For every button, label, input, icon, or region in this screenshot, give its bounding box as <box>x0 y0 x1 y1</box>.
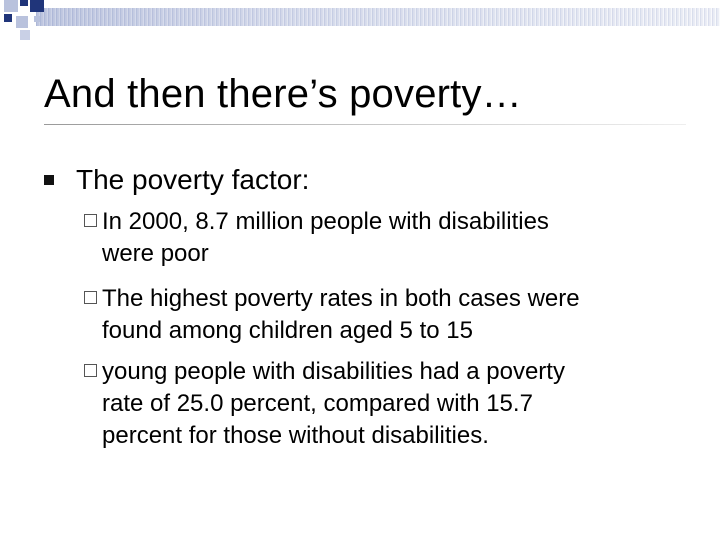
sub-bullet-line: rate of 25.0 percent, compared with 15.7 <box>102 390 533 417</box>
header-decoration <box>36 8 720 26</box>
hollow-square-bullet-icon <box>84 364 97 377</box>
slide-title: And then there’s poverty… <box>44 72 522 116</box>
hollow-square-bullet-icon <box>84 214 97 227</box>
sub-bullet-text: The highest poverty rates in both cases … <box>102 283 672 347</box>
sub-bullet-line: In 2000, 8.7 million people with disabil… <box>102 208 549 235</box>
sub-bullet-line: percent for those without disabilities. <box>102 422 489 449</box>
sub-bullet-text: young people with disabilities had a pov… <box>102 356 672 452</box>
bullet-text: The poverty factor: <box>76 164 310 195</box>
sub-bullet-line: The highest poverty rates in both cases … <box>102 285 580 312</box>
hollow-square-bullet-icon <box>84 291 97 304</box>
sub-bullet-line: were poor <box>102 240 209 267</box>
filled-square-bullet-icon <box>44 175 54 185</box>
sub-bullet-text: In 2000, 8.7 million people with disabil… <box>102 206 672 270</box>
title-divider <box>44 124 686 125</box>
sub-bullet-line: young people with disabilities had a pov… <box>102 358 565 385</box>
sub-bullet-line: found among children aged 5 to 15 <box>102 317 473 344</box>
corner-squares-decoration <box>4 0 44 40</box>
